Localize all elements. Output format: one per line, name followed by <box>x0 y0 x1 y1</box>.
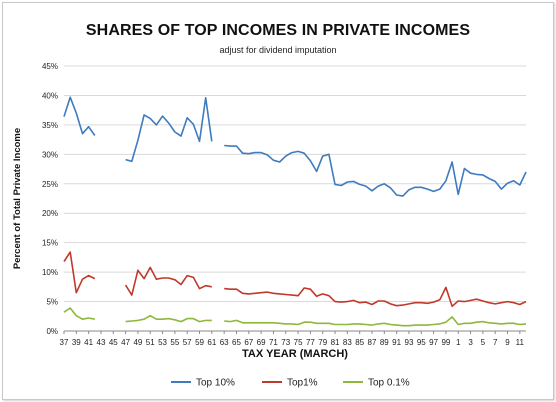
x-tick-label: 69 <box>257 338 266 347</box>
x-tick-label: 37 <box>60 338 69 347</box>
y-tick-label: 40% <box>42 91 58 100</box>
x-tick-label: 85 <box>355 338 364 347</box>
x-tick-label: 53 <box>158 338 167 347</box>
x-tick-label: 59 <box>195 338 204 347</box>
x-tick-label: 77 <box>306 338 315 347</box>
y-tick-label: 20% <box>42 209 58 218</box>
x-tick-label: 45 <box>109 338 118 347</box>
x-tick-label: 65 <box>232 338 241 347</box>
x-tick-label: 95 <box>417 338 426 347</box>
x-tick-label: 83 <box>343 338 352 347</box>
y-axis-title: Percent of Total Private Income <box>12 128 23 269</box>
x-tick-label: 89 <box>380 338 389 347</box>
y-tick-label: 10% <box>42 268 58 277</box>
x-tick-label: 71 <box>269 338 278 347</box>
y-tick-label: 30% <box>42 150 58 159</box>
y-tick-label: 5% <box>46 298 58 307</box>
x-tick-label: 49 <box>133 338 142 347</box>
x-tick-label: 81 <box>331 338 340 347</box>
y-tick-label: 0% <box>46 327 58 336</box>
x-tick-label: 47 <box>121 338 130 347</box>
x-axis-title: TAX YEAR (MARCH) <box>242 348 348 360</box>
x-tick-label: 97 <box>429 338 438 347</box>
chart-subtitle: adjust for dividend imputation <box>219 45 337 55</box>
x-tick-label: 63 <box>220 338 229 347</box>
x-tick-label: 91 <box>392 338 401 347</box>
series-line-2 <box>63 251 527 308</box>
y-tick-label: 25% <box>42 180 58 189</box>
series-line-1 <box>63 96 527 197</box>
x-tick-label: 41 <box>84 338 93 347</box>
series-line-3 <box>63 307 527 327</box>
x-tick-label: 73 <box>281 338 290 347</box>
x-tick-label: 39 <box>72 338 81 347</box>
x-tick-label: 55 <box>170 338 179 347</box>
x-tick-label: 1 <box>456 338 461 347</box>
x-tick-label: 7 <box>493 338 498 347</box>
x-tick-label: 67 <box>244 338 253 347</box>
y-tick-label: 15% <box>42 239 58 248</box>
legend-label: Top 0.1% <box>368 378 410 389</box>
x-tick-label: 75 <box>294 338 303 347</box>
legend-label: Top1% <box>287 378 318 389</box>
x-tick-label: 5 <box>481 338 486 347</box>
y-tick-label: 35% <box>42 121 58 130</box>
x-tick-label: 61 <box>207 338 216 347</box>
x-tick-label: 57 <box>183 338 192 347</box>
chart-title: SHARES OF TOP INCOMES IN PRIVATE INCOMES <box>85 22 471 39</box>
x-tick-label: 3 <box>468 338 473 347</box>
y-tick-label: 45% <box>42 62 58 71</box>
x-tick-label: 9 <box>505 338 510 347</box>
legend-label: Top 10% <box>196 378 235 389</box>
x-tick-label: 93 <box>405 338 414 347</box>
x-tick-label: 43 <box>97 338 106 347</box>
x-tick-label: 11 <box>516 338 525 347</box>
x-tick-label: 79 <box>318 338 327 347</box>
x-tick-label: 87 <box>368 338 377 347</box>
x-tick-label: 99 <box>441 338 450 347</box>
x-tick-label: 51 <box>146 338 155 347</box>
